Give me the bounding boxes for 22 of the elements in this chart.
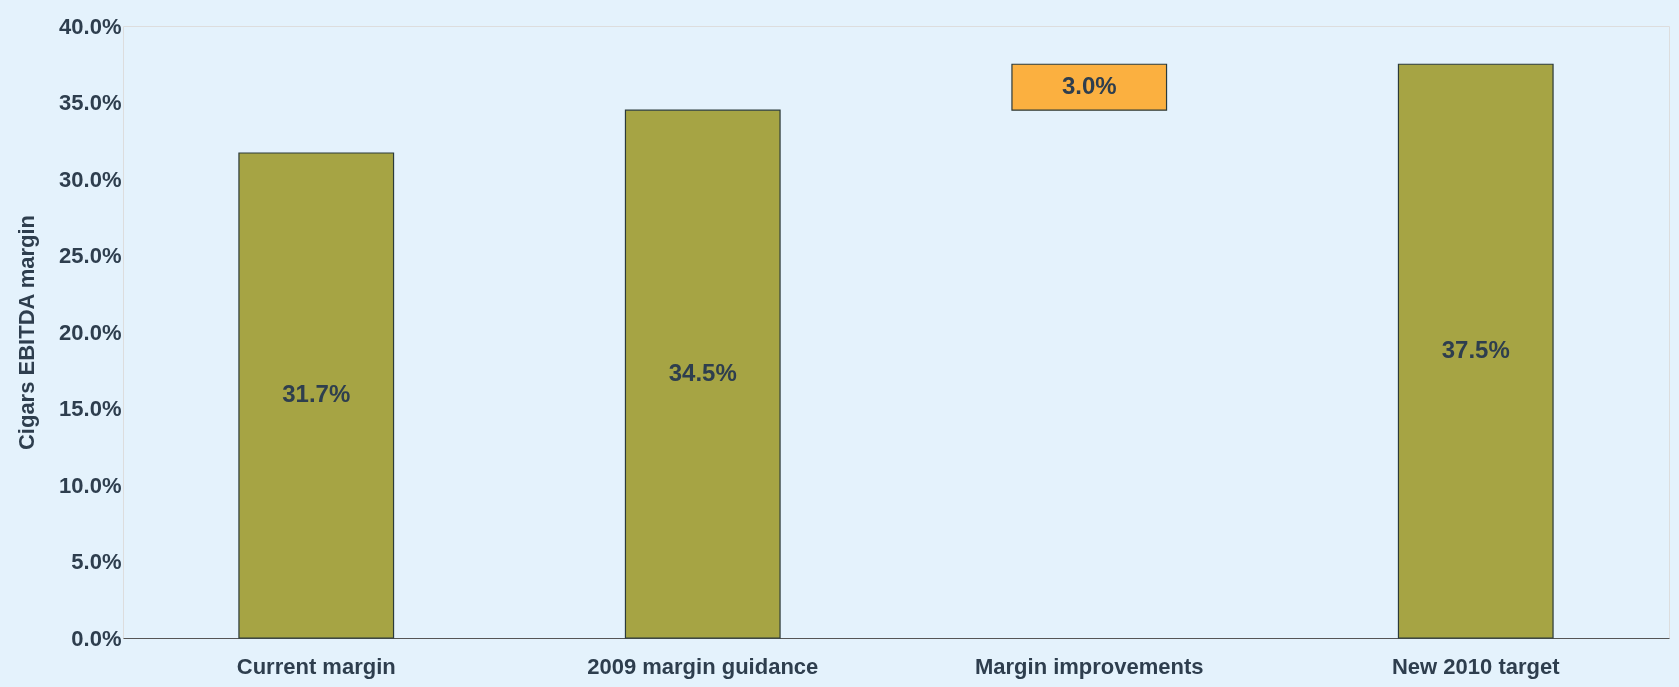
- y-tick-label: 30.0%: [59, 166, 122, 192]
- y-tick-label: 40.0%: [59, 13, 122, 39]
- y-tick-label: 10.0%: [59, 472, 122, 498]
- data-label: 3.0%: [1061, 72, 1117, 100]
- y-axis-title: Cigars EBITDA margin: [14, 214, 40, 451]
- y-tick-label: 0.0%: [71, 625, 122, 651]
- y-tick-label: 5.0%: [71, 549, 122, 574]
- x-tick-label: Current margin: [236, 653, 396, 679]
- x-tick-label: New 2010 target: [1391, 653, 1561, 679]
- y-tick-label: 35.0%: [59, 90, 122, 115]
- bar: [1397, 63, 1554, 639]
- y-tick-label: 15.0%: [59, 396, 122, 421]
- x-tick-label: Margin improvements: [974, 653, 1204, 679]
- bar: [1011, 63, 1168, 111]
- bar: [238, 152, 395, 639]
- y-tick-label: 20.0%: [59, 319, 122, 345]
- data-label: 31.7%: [282, 380, 351, 408]
- x-tick-label: 2009 margin guidance: [587, 653, 819, 679]
- data-label: 34.5%: [668, 359, 737, 387]
- data-label: 37.5%: [1441, 336, 1510, 364]
- y-tick-label: 25.0%: [59, 243, 122, 268]
- bar: [624, 109, 781, 639]
